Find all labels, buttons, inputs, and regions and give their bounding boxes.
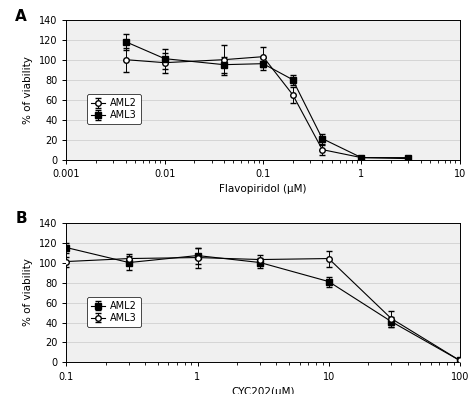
Text: B: B <box>15 211 27 227</box>
Y-axis label: % of viability: % of viability <box>23 258 33 327</box>
Y-axis label: % of viability: % of viability <box>23 56 33 124</box>
Text: A: A <box>15 9 27 24</box>
Legend: AML2, AML3: AML2, AML3 <box>87 297 141 327</box>
X-axis label: Flavopiridol (μM): Flavopiridol (μM) <box>219 184 307 194</box>
X-axis label: CYC202(μM): CYC202(μM) <box>231 387 295 394</box>
Legend: AML2, AML3: AML2, AML3 <box>87 94 141 124</box>
